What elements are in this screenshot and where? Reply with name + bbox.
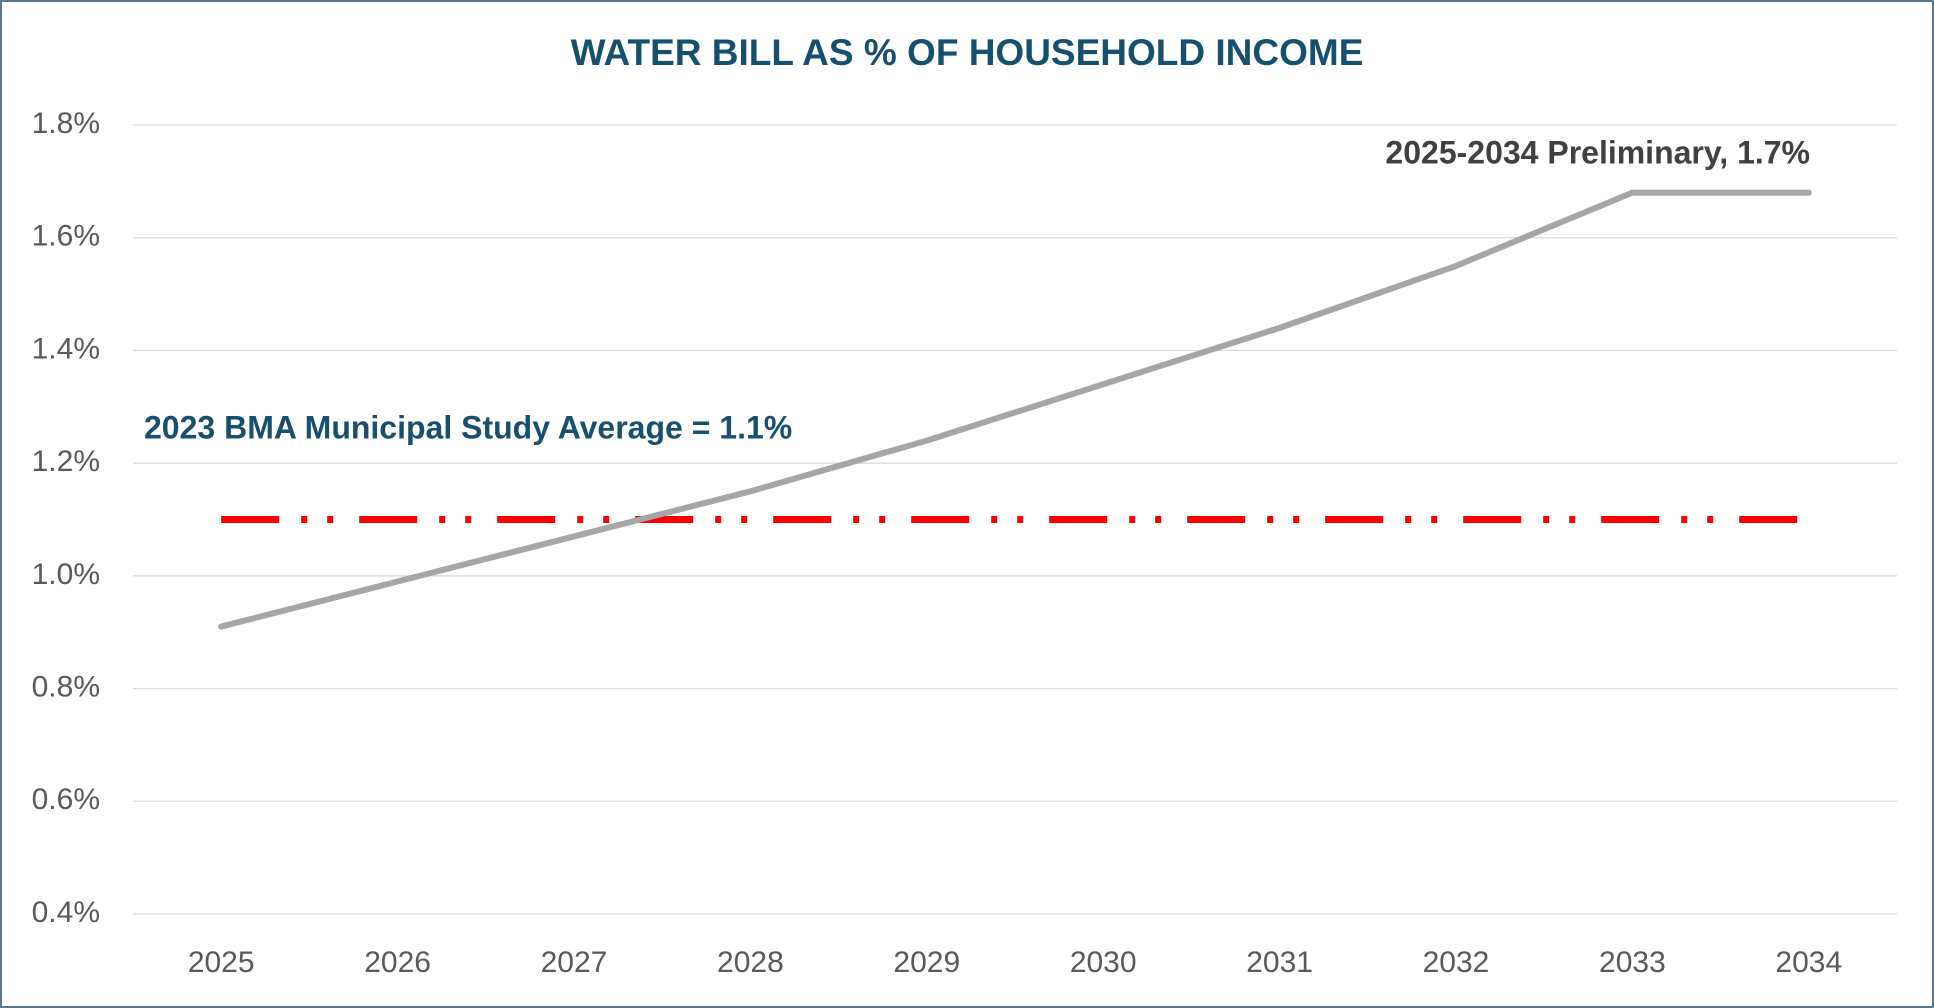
chart-title: WATER BILL AS % OF HOUSEHOLD INCOME — [571, 32, 1364, 73]
y-tick-label: 0.4% — [32, 896, 100, 929]
x-tick-label: 2025 — [188, 946, 255, 979]
x-tick-label: 2030 — [1070, 946, 1137, 979]
y-tick-label: 1.6% — [32, 220, 100, 253]
annotation: 2025-2034 Preliminary, 1.7% — [1385, 134, 1810, 170]
x-tick-label: 2032 — [1423, 946, 1490, 979]
x-tick-label: 2031 — [1246, 946, 1313, 979]
y-tick-label: 0.6% — [32, 783, 100, 816]
x-tick-label: 2033 — [1599, 946, 1666, 979]
y-tick-label: 1.0% — [32, 558, 100, 591]
reference-label: 2023 BMA Municipal Study Average = 1.1% — [144, 409, 792, 445]
data-line — [218, 189, 1812, 630]
x-tick-label: 2034 — [1775, 946, 1842, 979]
x-tick-label: 2028 — [717, 946, 784, 979]
y-tick-label: 1.2% — [32, 445, 100, 478]
y-tick-label: 1.8% — [32, 107, 100, 140]
x-tick-label: 2026 — [364, 946, 431, 979]
x-tick-label: 2027 — [541, 946, 608, 979]
y-tick-label: 1.4% — [32, 332, 100, 365]
x-tick-label: 2029 — [893, 946, 960, 979]
y-tick-label: 0.8% — [32, 670, 100, 703]
